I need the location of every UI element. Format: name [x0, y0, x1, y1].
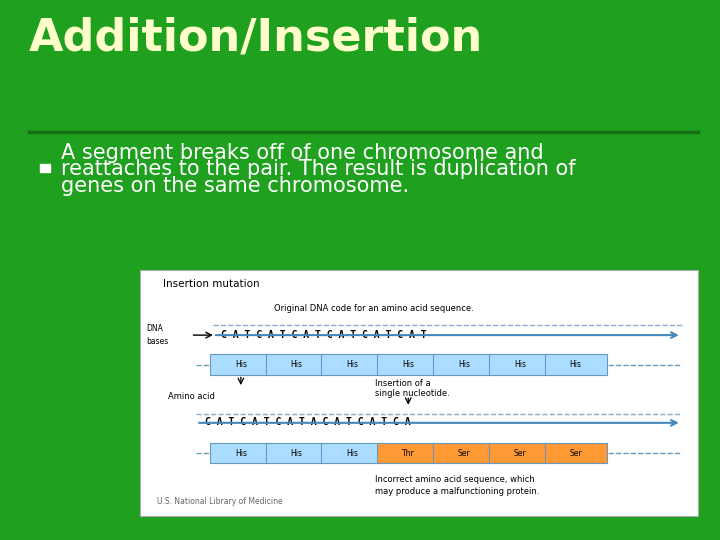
- FancyBboxPatch shape: [433, 354, 495, 375]
- FancyBboxPatch shape: [322, 354, 384, 375]
- Text: His: His: [346, 449, 359, 457]
- FancyBboxPatch shape: [433, 443, 495, 463]
- FancyBboxPatch shape: [545, 354, 606, 375]
- Text: DNA: DNA: [146, 325, 163, 334]
- Text: His: His: [235, 449, 247, 457]
- FancyBboxPatch shape: [377, 443, 439, 463]
- Text: His: His: [570, 360, 582, 369]
- FancyBboxPatch shape: [266, 354, 328, 375]
- Text: C A T C A T C A T A C A T C A T C A: C A T C A T C A T A C A T C A T C A: [204, 417, 410, 427]
- FancyBboxPatch shape: [140, 270, 698, 516]
- FancyBboxPatch shape: [210, 354, 272, 375]
- Text: His: His: [402, 360, 414, 369]
- Text: genes on the same chromosome.: genes on the same chromosome.: [61, 176, 410, 195]
- Text: Insertion mutation: Insertion mutation: [163, 279, 259, 288]
- Text: Thr: Thr: [402, 449, 415, 457]
- Text: Insertion of a: Insertion of a: [374, 379, 431, 388]
- Text: His: His: [291, 360, 302, 369]
- FancyBboxPatch shape: [489, 354, 551, 375]
- Text: U.S. National Library of Medicine: U.S. National Library of Medicine: [157, 497, 283, 506]
- Text: C A T C A T C A T C A T C A T C A T: C A T C A T C A T C A T C A T C A T: [221, 329, 427, 340]
- FancyBboxPatch shape: [545, 443, 606, 463]
- Bar: [40, 164, 50, 172]
- FancyBboxPatch shape: [489, 443, 551, 463]
- Text: His: His: [291, 449, 302, 457]
- Text: His: His: [514, 360, 526, 369]
- Text: His: His: [235, 360, 247, 369]
- Text: may produce a malfunctioning protein.: may produce a malfunctioning protein.: [374, 488, 539, 496]
- FancyBboxPatch shape: [266, 443, 328, 463]
- FancyBboxPatch shape: [322, 443, 384, 463]
- Text: His: His: [346, 360, 359, 369]
- Text: Incorrect amino acid sequence, which: Incorrect amino acid sequence, which: [374, 475, 534, 484]
- Text: Ser: Ser: [513, 449, 526, 457]
- Text: single nucleotide.: single nucleotide.: [374, 389, 449, 398]
- Text: Ser: Ser: [458, 449, 470, 457]
- Text: reattaches to the pair. The result is duplication of: reattaches to the pair. The result is du…: [61, 159, 576, 179]
- Text: A segment breaks off of one chromosome and: A segment breaks off of one chromosome a…: [61, 143, 544, 163]
- Text: Original DNA code for an amino acid sequence.: Original DNA code for an amino acid sequ…: [274, 305, 474, 313]
- FancyBboxPatch shape: [377, 354, 439, 375]
- Text: Addition/Insertion: Addition/Insertion: [29, 16, 483, 59]
- Text: Amino acid: Amino acid: [168, 392, 215, 401]
- FancyBboxPatch shape: [210, 443, 272, 463]
- Text: bases: bases: [146, 337, 168, 346]
- Text: His: His: [458, 360, 470, 369]
- Text: Ser: Ser: [570, 449, 582, 457]
